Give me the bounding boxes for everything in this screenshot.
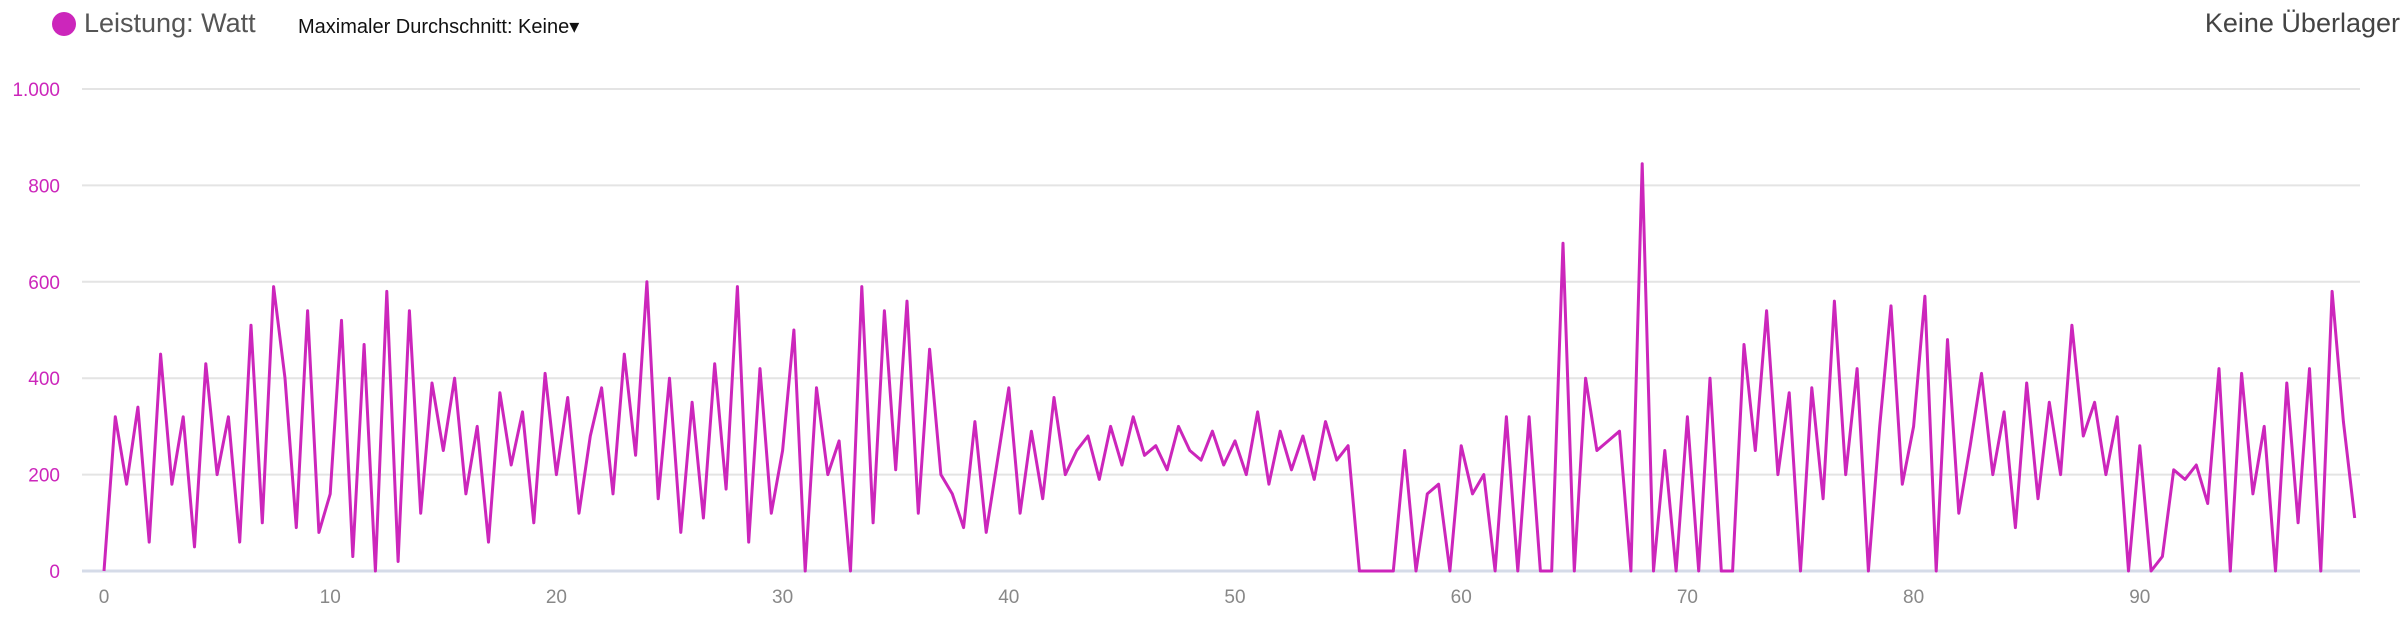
y-tick-label: 200 <box>28 466 60 487</box>
x-tick-label: 50 <box>1224 587 1245 608</box>
max-average-label: Maximaler Durchschnitt: Keine <box>298 16 570 38</box>
x-tick-label: 20 <box>546 587 567 608</box>
max-average-dropdown[interactable]: Maximaler Durchschnitt: Keine▾ <box>298 14 579 39</box>
x-tick-label: 30 <box>772 587 793 608</box>
x-tick-label: 70 <box>1677 587 1698 608</box>
series-color-dot <box>52 11 76 36</box>
x-tick-label: 90 <box>2129 587 2150 608</box>
legend-item-power[interactable]: Leistung: Watt <box>52 8 256 39</box>
series-line-power <box>102 162 2357 573</box>
x-tick-label: 60 <box>1451 587 1472 608</box>
y-tick-label: 800 <box>28 176 60 197</box>
y-tick-label: 400 <box>28 369 60 390</box>
y-tick-label: 600 <box>28 273 60 294</box>
x-tick-label: 10 <box>320 587 341 608</box>
overlay-selector[interactable]: Keine Überlager <box>2204 8 2400 38</box>
legend-label: Leistung: Watt <box>84 8 256 38</box>
y-tick-label: 0 <box>49 562 60 583</box>
caret-down-icon: ▾ <box>569 16 580 38</box>
y-tick-label: 1.000 <box>12 80 60 101</box>
x-tick-label: 0 <box>99 587 110 608</box>
x-tick-label: 40 <box>998 587 1019 608</box>
x-tick-label: 80 <box>1903 587 1924 608</box>
